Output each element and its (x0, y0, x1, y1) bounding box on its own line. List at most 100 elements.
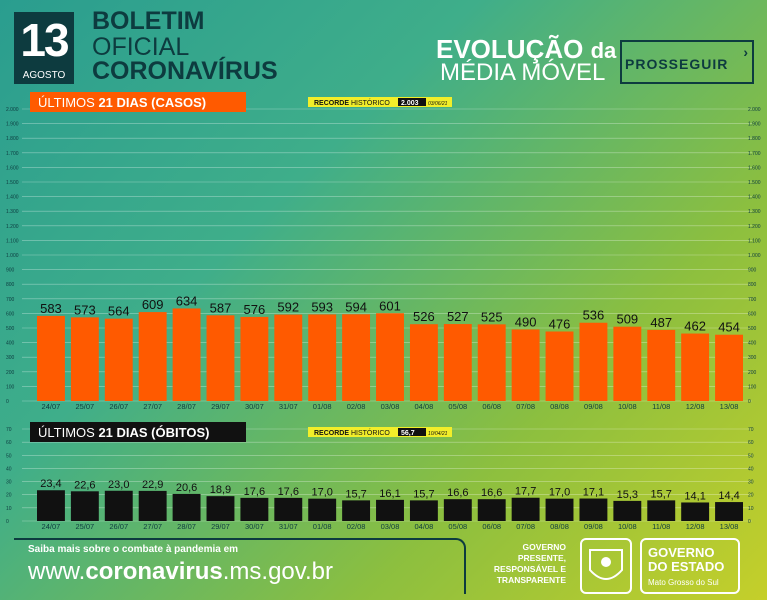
y-tick-label-right: 1.000 (748, 253, 761, 259)
data-label: 525 (481, 309, 503, 324)
cases-chart: 0 0 100 100 200 200 300 300 400 400 500 500 600 600 70… (6, 92, 761, 411)
x-tick-label: 31/07 (279, 402, 298, 411)
bar (477, 499, 506, 521)
y-tick-label-right: 20 (748, 493, 754, 499)
y-tick-label-right: 1.800 (748, 136, 761, 142)
day-number: 13 (14, 12, 74, 68)
data-label: 509 (616, 312, 638, 327)
record-label-light: HISTÓRICO (351, 428, 390, 437)
bar (138, 312, 167, 401)
y-tick-label: 1.500 (6, 180, 19, 186)
y-tick-label: 2.000 (6, 107, 19, 113)
record-badge (308, 427, 452, 437)
y-tick-label-right: 400 (748, 341, 757, 347)
bar (715, 334, 743, 401)
y-tick-label-right: 500 (748, 326, 757, 332)
data-label: 536 (583, 308, 605, 323)
x-tick-label: 11/08 (652, 402, 670, 411)
record-label-bold: RECORDE (314, 100, 351, 107)
x-tick-label: 26/07 (109, 402, 128, 411)
data-label: 22,9 (142, 479, 163, 491)
data-label: 583 (40, 301, 62, 316)
bar (376, 499, 404, 521)
x-tick-label: 24/07 (42, 522, 61, 531)
y-tick-label: 300 (6, 355, 15, 361)
y-tick-label: 1.800 (6, 136, 19, 142)
bar (70, 491, 99, 521)
gov-tag-line-3: RESPONSÁVEL E (493, 564, 566, 574)
chart-title-prefix: ÚLTIMOS (38, 95, 98, 110)
y-tick-label-right: 200 (748, 370, 757, 376)
month-label: AGOSTO (14, 68, 74, 84)
bar (274, 497, 303, 521)
y-tick-label: 0 (6, 399, 9, 405)
record-badge (308, 97, 452, 107)
bar (308, 314, 337, 401)
y-tick-label-right: 300 (748, 355, 757, 361)
x-tick-label: 27/07 (143, 522, 162, 531)
data-label: 17,0 (549, 487, 570, 499)
data-label: 454 (718, 320, 740, 335)
y-tick-label-right: 700 (748, 297, 757, 303)
y-tick-label-right: 10 (748, 506, 754, 512)
bar (511, 329, 540, 401)
x-tick-label: 12/08 (686, 402, 705, 411)
y-tick-label-right: 800 (748, 282, 757, 288)
y-tick-label: 900 (6, 268, 15, 274)
data-label: 564 (108, 304, 130, 319)
x-tick-label: 31/07 (279, 522, 298, 531)
media-movel-title: MÉDIA MÓVEL (440, 59, 606, 86)
y-tick-label-right: 1.900 (748, 122, 761, 128)
data-label: 16,6 (447, 487, 468, 499)
x-tick-label: 27/07 (143, 402, 162, 411)
data-label: 634 (176, 293, 198, 308)
gov-line-2: DO ESTADO (648, 559, 725, 574)
url-suffix: .ms.gov.br (222, 558, 333, 585)
record-label-light: HISTÓRICO (351, 98, 390, 107)
data-label: 592 (277, 300, 299, 315)
chart-title-bold: 21 DIAS (CASOS) (98, 95, 206, 110)
footer-url[interactable]: www.coronavirus.ms.gov.br (28, 558, 333, 586)
record-date: 03/06/21 (428, 101, 448, 107)
x-tick-label: 26/07 (109, 522, 128, 531)
bar (715, 502, 743, 521)
x-tick-label: 25/07 (75, 402, 94, 411)
x-tick-label: 13/08 (720, 402, 739, 411)
y-tick-label: 200 (6, 370, 15, 376)
bar (70, 317, 99, 401)
y-tick-label: 0 (6, 519, 9, 525)
prosseguir-logo: PROSSEGUIR › (620, 40, 754, 84)
bar (443, 499, 472, 521)
data-label: 573 (74, 302, 96, 317)
x-tick-label: 02/08 (347, 402, 366, 411)
y-tick-label-right: 1.600 (748, 165, 761, 171)
x-tick-label: 09/08 (584, 522, 603, 531)
data-label: 14,4 (718, 490, 739, 502)
bar (138, 490, 167, 521)
url-prefix: www. (28, 558, 86, 585)
y-tick-label: 40 (6, 466, 12, 472)
y-tick-label-right: 0 (748, 399, 751, 405)
gov-tag-line-2: PRESENTE, (517, 553, 566, 563)
record-date: 10/04/21 (428, 431, 448, 437)
y-tick-label: 30 (6, 480, 12, 486)
data-label: 587 (210, 300, 232, 315)
y-tick-label: 100 (6, 384, 15, 390)
x-tick-label: 03/08 (381, 402, 400, 411)
data-label: 14,1 (684, 490, 705, 502)
bar (681, 502, 710, 521)
chart-title-prefix: ÚLTIMOS (38, 425, 98, 440)
chart-title: ÚLTIMOS 21 DIAS (CASOS) (38, 95, 206, 110)
chart-title: ÚLTIMOS 21 DIAS (ÓBITOS) (38, 425, 209, 440)
bar (342, 500, 371, 521)
bar (545, 331, 574, 401)
y-tick-label: 1.200 (6, 224, 19, 230)
x-tick-label: 05/08 (448, 522, 467, 531)
evolucao-title: EVOLUÇÃO da (436, 36, 616, 64)
evolucao-word: EVOLUÇÃO (436, 34, 584, 64)
y-tick-label: 1.900 (6, 122, 19, 128)
data-label: 609 (142, 297, 164, 312)
bar (511, 497, 540, 521)
data-label: 593 (311, 299, 333, 314)
header: 13 AGOSTO BOLETIM OFICIAL CORONAVÍRUS EV… (0, 0, 767, 92)
